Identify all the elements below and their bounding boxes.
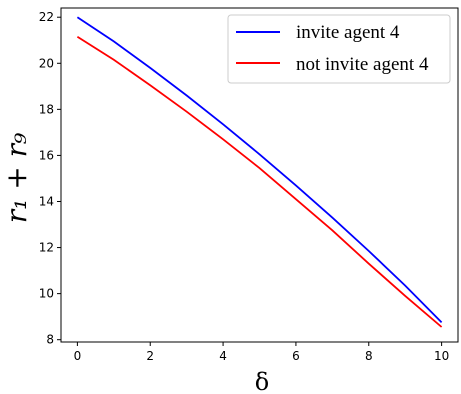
- x-axis: 0 2 4 6 8 10: [74, 342, 449, 363]
- x-axis-label: δ: [255, 368, 269, 394]
- series-lines: [76, 16, 443, 328]
- series-line-not-invite-agent-4: [76, 36, 443, 328]
- x-tick-label: 10: [434, 349, 449, 363]
- y-axis-label: r₁ + r₉: [0, 132, 33, 223]
- y-tick-label: 12: [39, 241, 54, 255]
- y-tick-label: 14: [39, 194, 54, 208]
- x-tick-label: 8: [365, 349, 373, 363]
- y-tick-label: 10: [39, 287, 54, 301]
- legend: invite agent 4 not invite agent 4: [227, 14, 451, 84]
- x-tick-label: 6: [292, 349, 300, 363]
- y-tick-label: 22: [39, 10, 54, 24]
- x-tick-label: 0: [74, 349, 82, 363]
- x-tick-label: 2: [146, 349, 154, 363]
- y-tick-label: 8: [46, 333, 54, 347]
- legend-label-invite-agent-4: invite agent 4: [296, 22, 400, 43]
- legend-box: [227, 14, 451, 84]
- y-tick-label: 20: [39, 56, 54, 70]
- x-tick-label: 4: [219, 349, 227, 363]
- y-tick-label: 18: [39, 102, 54, 116]
- legend-label-not-invite-agent-4: not invite agent 4: [296, 54, 429, 75]
- plot-frame: [60, 7, 459, 343]
- y-tick-label: 16: [39, 148, 54, 162]
- y-axis: 8 10 12 14 16 18 20 22: [39, 10, 61, 347]
- series-line-invite-agent-4: [76, 16, 443, 324]
